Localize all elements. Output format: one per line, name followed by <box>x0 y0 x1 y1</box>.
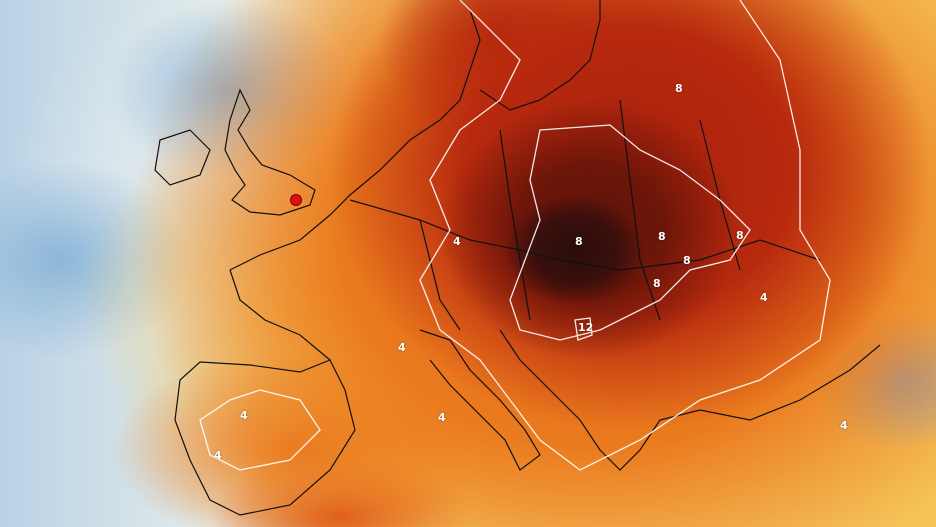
contour-4 <box>419 0 831 471</box>
contour-12 <box>574 317 593 341</box>
contour-label: 4 <box>240 409 248 422</box>
contour-label: 4 <box>760 291 768 304</box>
contour-label: 4 <box>398 341 406 354</box>
contour-label: 8 <box>736 229 744 242</box>
contour-label: 4 <box>453 235 461 248</box>
balkans-coast <box>499 329 881 471</box>
contour-label: 4 <box>214 449 222 462</box>
contour-4-iberia <box>199 389 321 471</box>
contour-8 <box>509 124 751 341</box>
iberia-coast <box>174 269 356 516</box>
italy-coast <box>419 329 541 471</box>
contour-label: 8 <box>675 82 683 95</box>
baltic-coast <box>479 0 601 111</box>
location-marker <box>290 194 302 206</box>
coastlines-borders <box>154 0 881 516</box>
contour-label: 8 <box>575 235 583 248</box>
contour-label: 8 <box>653 277 661 290</box>
contour-label: 4 <box>840 419 848 432</box>
contour-lines <box>199 0 831 471</box>
borders <box>349 99 821 331</box>
great-britain-coast <box>224 88 316 216</box>
contour-label: 4 <box>438 411 446 424</box>
contour-label: 12 <box>578 321 594 334</box>
ireland-coast <box>154 129 211 186</box>
continent-coast <box>229 0 481 271</box>
contour-label: 8 <box>683 254 691 267</box>
contour-label: 8 <box>658 230 666 243</box>
